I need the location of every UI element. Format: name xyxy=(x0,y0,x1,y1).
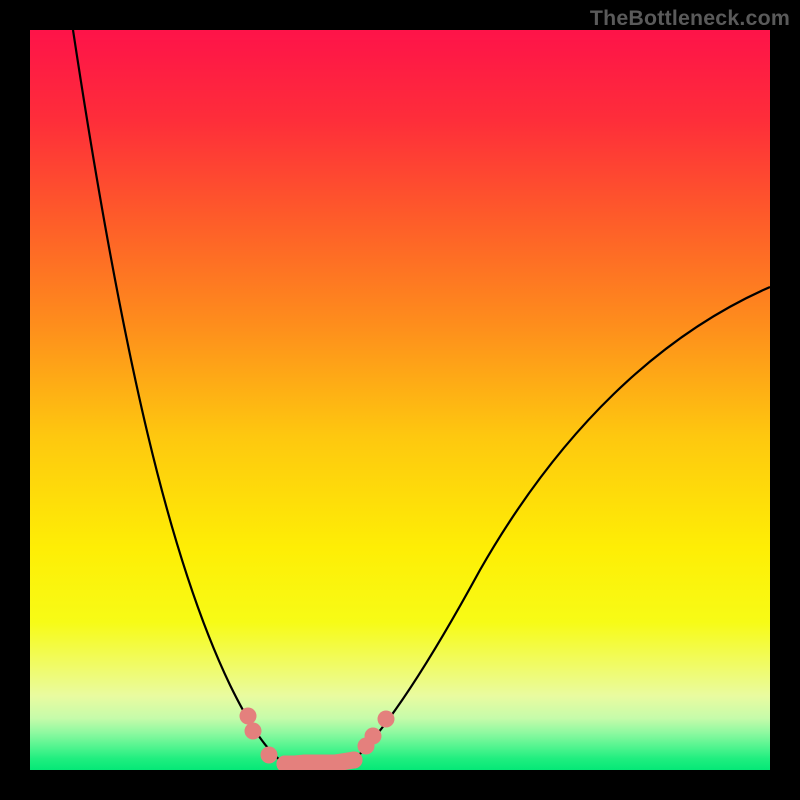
marker-point xyxy=(297,755,314,772)
marker-point xyxy=(346,752,363,769)
marker-point xyxy=(240,708,257,725)
marker-point xyxy=(261,747,278,764)
marker-point xyxy=(378,711,395,728)
watermark-text: TheBottleneck.com xyxy=(590,6,790,31)
marker-point xyxy=(365,728,382,745)
marker-point xyxy=(327,755,344,772)
plot-background xyxy=(30,30,770,770)
chart-canvas: TheBottleneck.com xyxy=(0,0,800,800)
chart-svg xyxy=(0,0,800,800)
marker-point xyxy=(245,723,262,740)
